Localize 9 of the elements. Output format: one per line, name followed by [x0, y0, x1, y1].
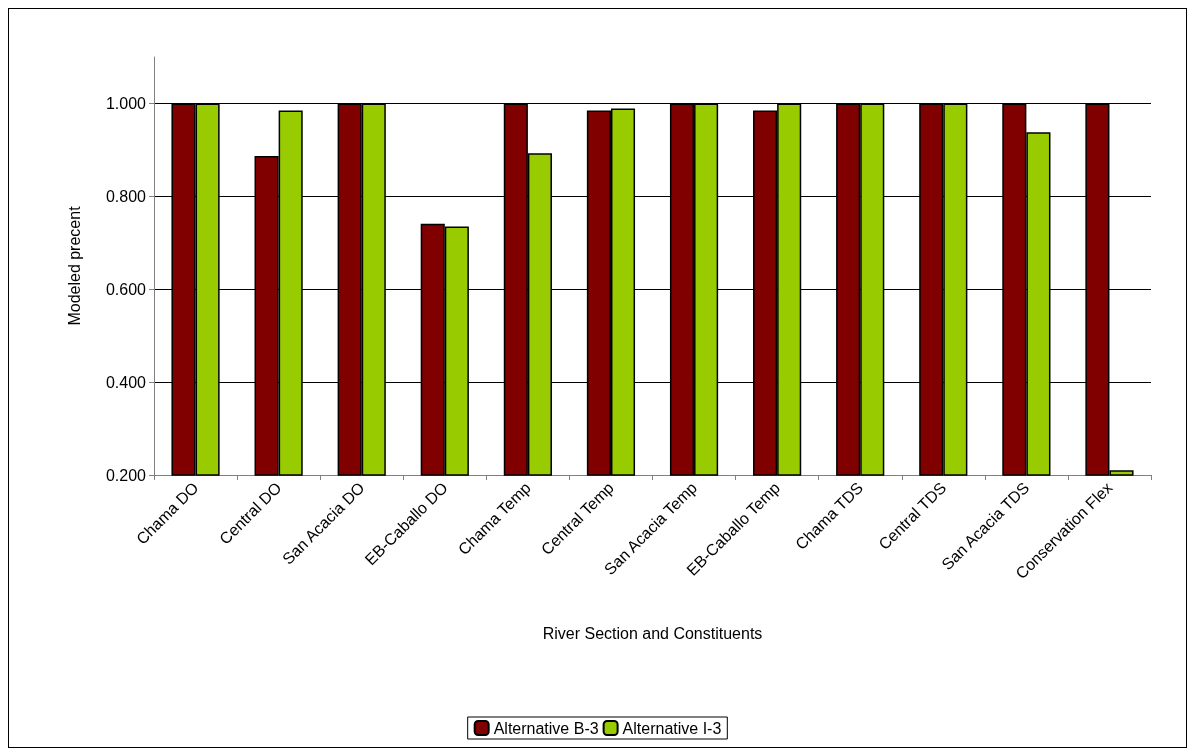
legend-label: Alternative B-3: [493, 719, 599, 737]
y-tick-label: 0.600: [105, 280, 147, 298]
y-tick-label: 0.800: [105, 187, 147, 205]
y-tick-label: 0.200: [105, 466, 147, 484]
y-axis-title: Modeled precent: [65, 205, 83, 326]
y-tick-label: 1.000: [105, 94, 147, 112]
legend-label: Alternative I-3: [622, 719, 722, 737]
x-axis-title: River Section and Constituents: [542, 624, 763, 642]
y-tick-label: 0.400: [105, 373, 147, 391]
